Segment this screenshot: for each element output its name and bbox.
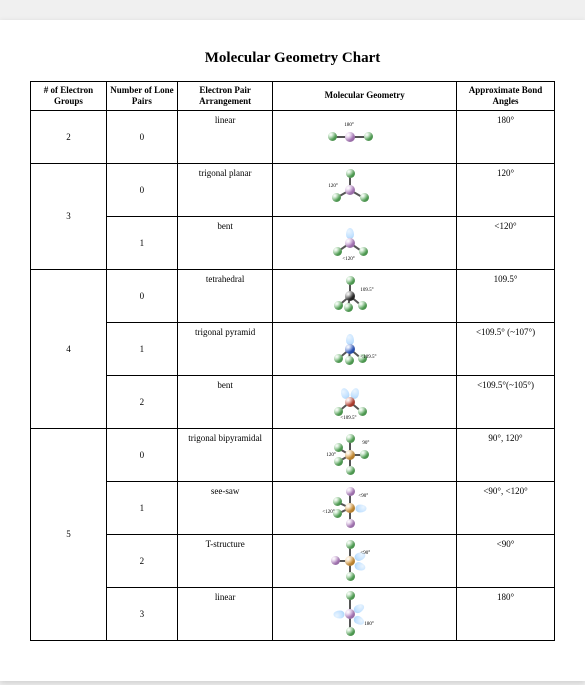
table-row: 1bent<120°<120° (31, 216, 555, 269)
geometry-table: # of Electron Groups Number of Lone Pair… (30, 81, 555, 641)
geometry-diagram-cell: <120° (273, 216, 457, 269)
molecule-diagram: 90°120° (275, 431, 454, 479)
bond-angles-cell: <90°, <120° (457, 481, 555, 534)
bond-angles-cell: <120° (457, 216, 555, 269)
geometry-diagram-cell: <109.5° (273, 322, 457, 375)
table-row: 30trigonal planar120°120° (31, 163, 555, 216)
bond-angles-cell: <109.5°(~105°) (457, 375, 555, 428)
lone-pairs-cell: 2 (106, 375, 177, 428)
lone-pairs-cell: 0 (106, 428, 177, 481)
molecule-diagram: <109.5° (275, 378, 454, 426)
arrangement-cell: linear (177, 587, 272, 640)
arrangement-cell: tetrahedral (177, 269, 272, 322)
geometry-diagram-cell: <109.5° (273, 375, 457, 428)
geometry-diagram-cell: <90°<120° (273, 481, 457, 534)
molecule-diagram: <90°<120° (275, 484, 454, 532)
arrangement-cell: trigonal planar (177, 163, 272, 216)
bond-angles-cell: 180° (457, 587, 555, 640)
geometry-diagram-cell: 180° (273, 587, 457, 640)
col-header: Approximate Bond Angles (457, 82, 555, 111)
geometry-diagram-cell: 109.5° (273, 269, 457, 322)
table-row: 3linear180°180° (31, 587, 555, 640)
geometry-diagram-cell: <90° (273, 534, 457, 587)
electron-groups-cell: 2 (31, 110, 107, 163)
bond-angles-cell: <109.5° (~107°) (457, 322, 555, 375)
arrangement-cell: see-saw (177, 481, 272, 534)
col-header: Number of Lone Pairs (106, 82, 177, 111)
bond-angles-cell: 90°, 120° (457, 428, 555, 481)
table-row: 1trigonal pyramid<109.5°<109.5° (~107°) (31, 322, 555, 375)
table-row: 20linear180°180° (31, 110, 555, 163)
lone-pairs-cell: 0 (106, 110, 177, 163)
geometry-diagram-cell: 180° (273, 110, 457, 163)
molecule-diagram: 180° (275, 113, 454, 161)
arrangement-cell: bent (177, 216, 272, 269)
table-row: 1see-saw<90°<120°<90°, <120° (31, 481, 555, 534)
arrangement-cell: bent (177, 375, 272, 428)
lone-pairs-cell: 0 (106, 163, 177, 216)
lone-pairs-cell: 0 (106, 269, 177, 322)
molecule-diagram: 120° (275, 166, 454, 214)
table-header: # of Electron Groups Number of Lone Pair… (31, 82, 555, 111)
lone-pairs-cell: 3 (106, 587, 177, 640)
col-header: Molecular Geometry (273, 82, 457, 111)
lone-pairs-cell: 2 (106, 534, 177, 587)
col-header: Electron Pair Arrangement (177, 82, 272, 111)
bond-angles-cell: 120° (457, 163, 555, 216)
table-row: 2bent<109.5°<109.5°(~105°) (31, 375, 555, 428)
lone-pairs-cell: 1 (106, 481, 177, 534)
lone-pairs-cell: 1 (106, 322, 177, 375)
table-body: 20linear180°180°30trigonal planar120°120… (31, 110, 555, 640)
molecule-diagram: 109.5° (275, 272, 454, 320)
bond-angles-cell: 180° (457, 110, 555, 163)
electron-groups-cell: 3 (31, 163, 107, 269)
electron-groups-cell: 4 (31, 269, 107, 428)
geometry-diagram-cell: 120° (273, 163, 457, 216)
lone-pairs-cell: 1 (106, 216, 177, 269)
document-page: Molecular Geometry Chart # of Electron G… (0, 20, 585, 681)
arrangement-cell: linear (177, 110, 272, 163)
molecule-diagram: <90° (275, 537, 454, 585)
molecule-diagram: <109.5° (275, 325, 454, 373)
bond-angles-cell: <90° (457, 534, 555, 587)
table-row: 40tetrahedral109.5°109.5° (31, 269, 555, 322)
page-title: Molecular Geometry Chart (30, 50, 555, 67)
geometry-diagram-cell: 90°120° (273, 428, 457, 481)
arrangement-cell: trigonal pyramid (177, 322, 272, 375)
col-header: # of Electron Groups (31, 82, 107, 111)
arrangement-cell: T-structure (177, 534, 272, 587)
molecule-diagram: <120° (275, 219, 454, 267)
table-row: 50trigonal bipyramidal90°120°90°, 120° (31, 428, 555, 481)
bond-angles-cell: 109.5° (457, 269, 555, 322)
electron-groups-cell: 5 (31, 428, 107, 640)
arrangement-cell: trigonal bipyramidal (177, 428, 272, 481)
table-row: 2T-structure<90°<90° (31, 534, 555, 587)
molecule-diagram: 180° (275, 590, 454, 638)
